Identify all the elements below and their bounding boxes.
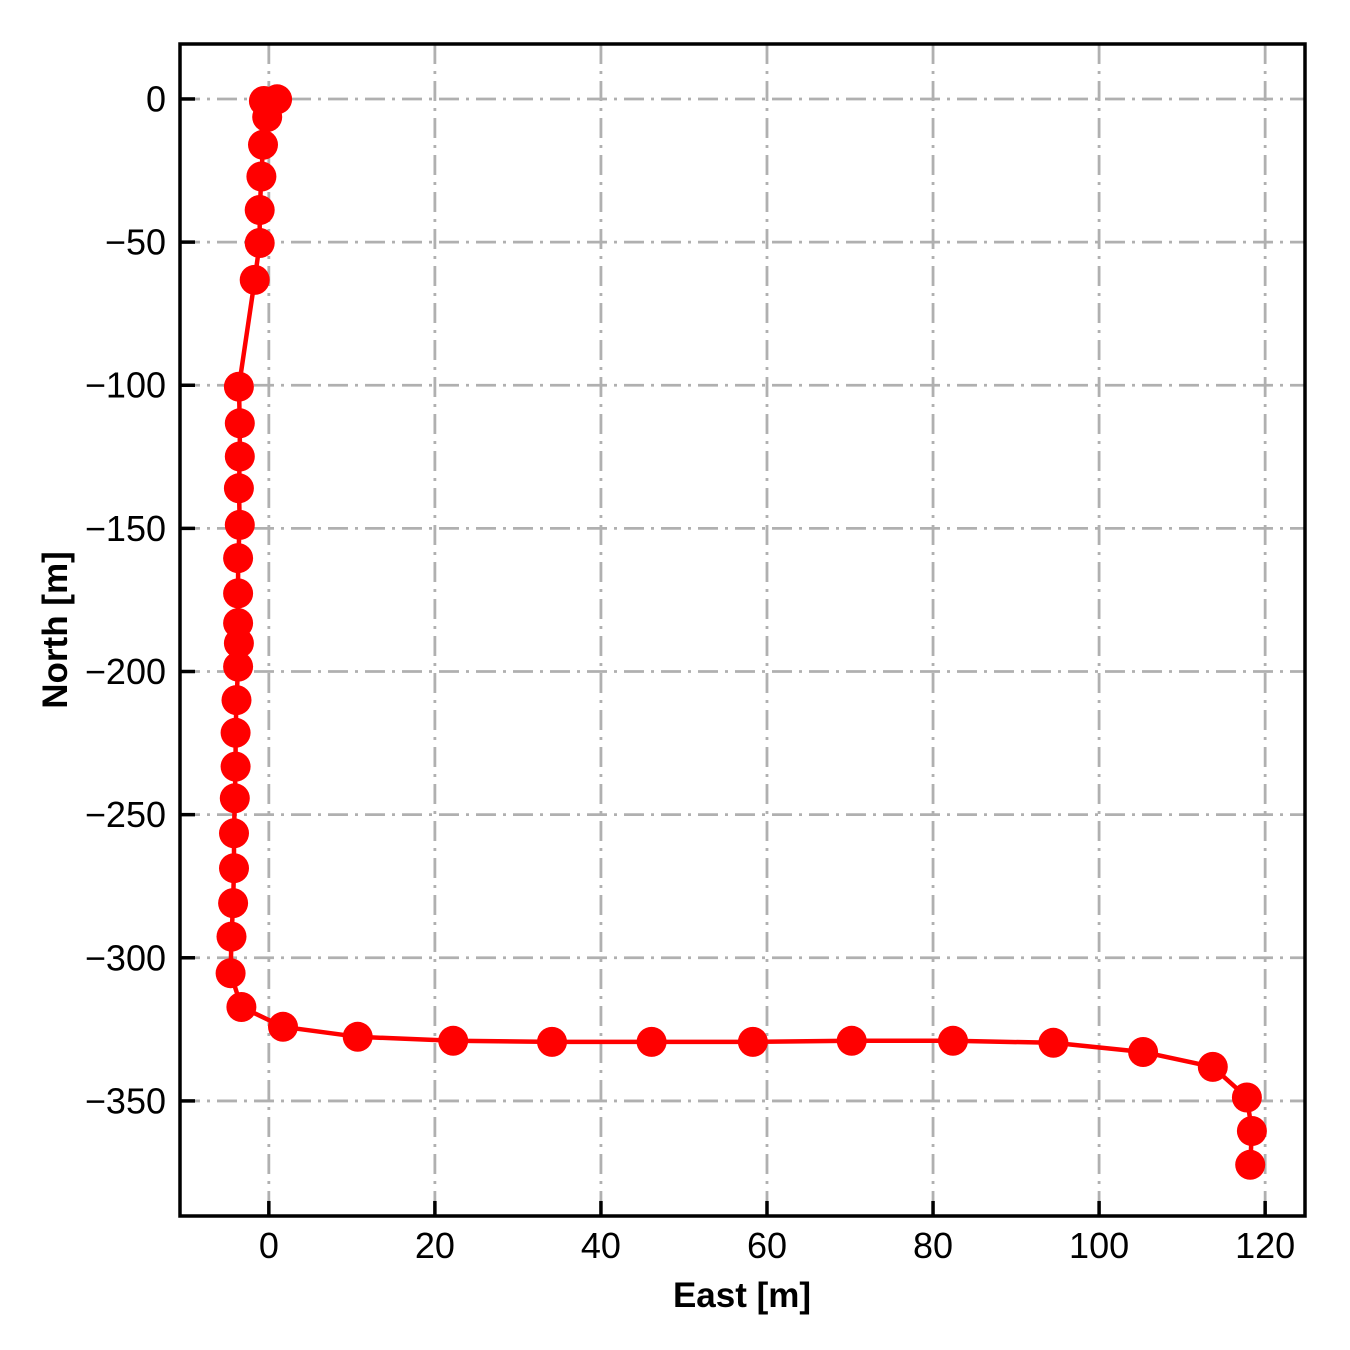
trajectory-marker bbox=[636, 1026, 667, 1057]
trajectory-marker bbox=[438, 1025, 469, 1056]
trajectory-marker bbox=[248, 129, 278, 160]
trajectory-marker bbox=[223, 651, 254, 682]
y-tick-label: −50 bbox=[105, 222, 166, 263]
y-tick-label: −200 bbox=[85, 651, 166, 692]
x-tick-label: 60 bbox=[747, 1225, 787, 1266]
trajectory-marker bbox=[1038, 1027, 1069, 1058]
x-tick-label: 100 bbox=[1069, 1225, 1129, 1266]
x-tick-label: 120 bbox=[1235, 1225, 1295, 1266]
y-tick-label: −300 bbox=[85, 937, 166, 978]
trajectory-marker bbox=[220, 717, 251, 748]
trajectory-marker bbox=[938, 1025, 968, 1056]
trajectory-marker bbox=[224, 441, 255, 472]
trajectory-marker bbox=[219, 853, 249, 884]
y-axis-label: North [m] bbox=[36, 551, 75, 709]
trajectory-marker bbox=[223, 371, 254, 402]
trajectory-marker bbox=[252, 102, 283, 132]
trajectory-marker bbox=[219, 783, 250, 814]
trajectory-marker bbox=[537, 1026, 567, 1057]
trajectory-marker bbox=[219, 818, 249, 849]
trajectory-line bbox=[228, 97, 1255, 1168]
trajectory-marker bbox=[1235, 1149, 1266, 1180]
trajectory-marker bbox=[224, 408, 255, 439]
trajectory-marker bbox=[226, 992, 257, 1022]
trajectory-marker bbox=[244, 228, 275, 258]
x-tick-label: 0 bbox=[259, 1225, 279, 1266]
trajectory-marker bbox=[1128, 1037, 1159, 1067]
y-tick-label: −100 bbox=[85, 365, 166, 406]
y-tick-label: −150 bbox=[85, 508, 166, 549]
trajectory-marker bbox=[223, 543, 254, 574]
trajectory-marker bbox=[216, 921, 247, 952]
trajectory-marker bbox=[268, 1011, 298, 1042]
trajectory-marker bbox=[342, 1021, 373, 1052]
x-axis-label: East [m] bbox=[672, 1276, 812, 1315]
trajectory-marker bbox=[221, 685, 252, 716]
axes-frame bbox=[178, 42, 1307, 1218]
y-tick-label: −250 bbox=[85, 794, 166, 835]
y-tick-label: 0 bbox=[146, 78, 166, 119]
trajectory-marker bbox=[215, 958, 246, 989]
x-tick-label: 80 bbox=[913, 1225, 953, 1266]
trajectory-marker bbox=[1197, 1051, 1228, 1082]
trajectory-marker bbox=[246, 161, 277, 192]
x-tick-label: 20 bbox=[415, 1225, 455, 1266]
trajectory-marker bbox=[737, 1026, 768, 1057]
trajectory-marker bbox=[1236, 1116, 1267, 1146]
trajectory-marker bbox=[836, 1025, 867, 1056]
x-tick-label: 40 bbox=[581, 1225, 621, 1266]
trajectory-marker bbox=[223, 628, 254, 659]
trajectory-marker bbox=[223, 473, 254, 504]
trajectory-marker bbox=[239, 264, 270, 295]
trajectory-marker bbox=[224, 509, 255, 540]
trajectory-marker bbox=[223, 578, 254, 609]
trajectory-marker bbox=[220, 751, 251, 782]
y-tick-label: −350 bbox=[85, 1080, 166, 1121]
trajectory-marker bbox=[244, 195, 275, 225]
trajectory-marker bbox=[1231, 1082, 1262, 1113]
trajectory-marker bbox=[218, 888, 249, 919]
